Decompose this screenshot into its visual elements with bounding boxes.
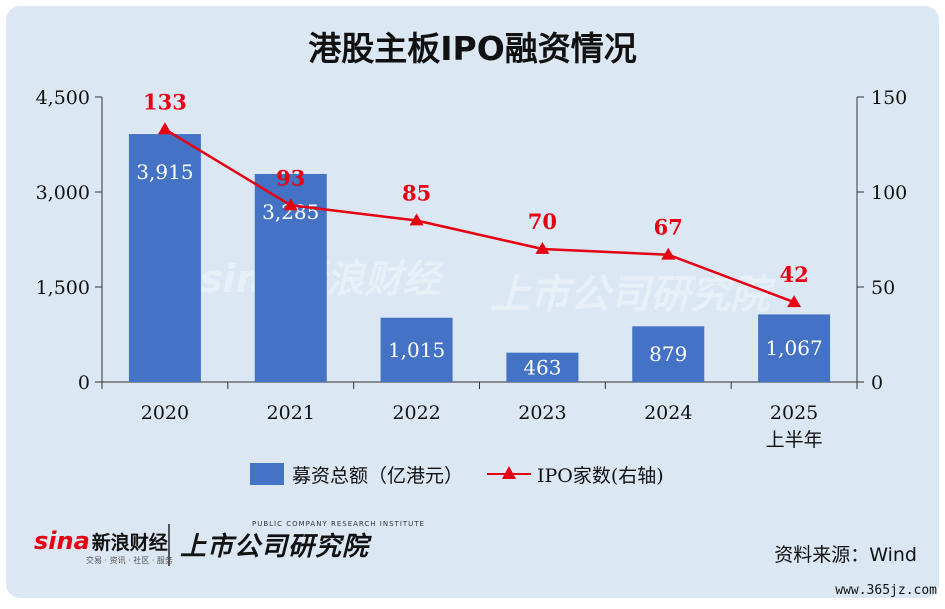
legend-bar-label: 募资总额（亿港元）	[292, 464, 464, 487]
y-right-tick-label: 150	[871, 87, 907, 109]
bar-value-label: 463	[523, 355, 561, 379]
institute-name: 上市公司研究院	[180, 532, 370, 562]
line-value-label: 70	[528, 209, 557, 234]
ipo-count-line	[164, 128, 795, 304]
bar	[632, 326, 705, 382]
y-right-tick-label: 0	[871, 372, 883, 394]
sina-subtitle: 交易 · 资讯 · 社区 · 服务	[86, 556, 173, 565]
bar-value-label: 879	[649, 342, 687, 366]
y-left-tick-label: 0	[78, 372, 90, 394]
logo-divider	[168, 524, 170, 566]
bar	[758, 314, 831, 382]
x-category-label: 2023	[518, 402, 566, 424]
x-category-label: 上半年	[766, 429, 823, 451]
x-category-label: 2024	[644, 402, 692, 424]
watermark-institute: 上市公司研究院	[490, 272, 770, 318]
bar-value-label: 1,015	[388, 338, 445, 362]
legend-line-swatch	[487, 463, 532, 485]
bar	[128, 134, 201, 382]
y-left-tick-label: 3,000	[36, 182, 90, 204]
y-right-tick-label: 100	[871, 182, 907, 204]
bar	[380, 317, 453, 382]
line-value-label: 67	[654, 215, 683, 240]
x-category-label: 2020	[141, 402, 189, 424]
x-category-label: 2022	[392, 402, 440, 424]
legend-line-label: IPO家数(右轴)	[537, 464, 664, 487]
y-right-tick-label: 50	[871, 277, 895, 299]
legend: 募资总额（亿港元） IPO家数(右轴)	[250, 460, 664, 488]
line-point	[283, 198, 298, 211]
line-value-label: 42	[779, 262, 808, 287]
sina-mark: sina	[34, 527, 90, 555]
bar-value-label: 1,067	[765, 336, 822, 360]
x-category-label: 2025	[770, 402, 818, 424]
x-category-label: 2021	[267, 402, 315, 424]
data-source: 资料来源：Wind	[774, 544, 917, 566]
line-point	[661, 247, 676, 260]
sina-finance-logo: sina 新浪财经 交易 · 资讯 · 社区 · 服务	[34, 527, 173, 565]
bar-value-label: 3,915	[136, 160, 193, 184]
line-point	[409, 213, 424, 226]
institute-english-name: PUBLIC COMPANY RESEARCH INSTITUTE	[252, 520, 425, 528]
y-left-tick-label: 1,500	[36, 277, 90, 299]
line-value-label: 133	[143, 89, 187, 114]
sina-name: 新浪财经	[91, 531, 168, 554]
line-point	[535, 242, 550, 254]
site-url: www.365jz.com	[835, 583, 937, 598]
institute-logo: PUBLIC COMPANY RESEARCH INSTITUTE 上市公司研究…	[180, 520, 424, 563]
bar	[506, 352, 579, 382]
y-left-tick-label: 4,500	[36, 87, 90, 109]
legend-bar-swatch	[250, 463, 284, 485]
line-value-label: 85	[402, 181, 431, 206]
line-point	[787, 295, 802, 308]
line-value-label: 93	[276, 165, 305, 190]
line-point	[157, 122, 172, 135]
chart-title: 港股主板IPO融资情况	[308, 29, 637, 68]
